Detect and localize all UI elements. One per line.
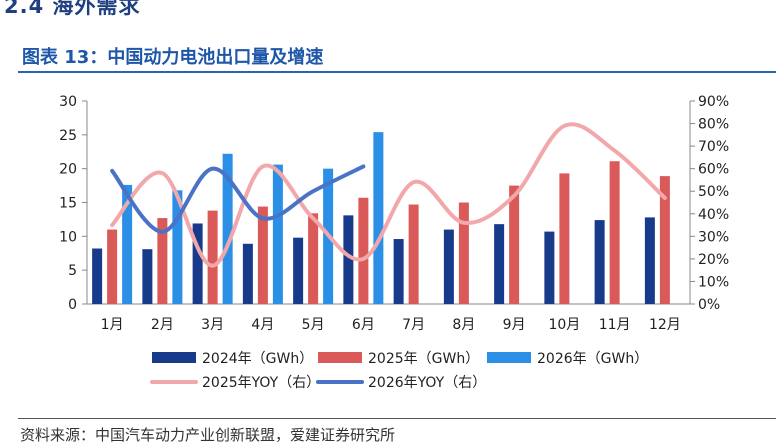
- right-tick-label: 80%: [698, 117, 729, 133]
- x-tick-label: 3月: [201, 317, 224, 333]
- legend-label: 2026年（GWh）: [537, 351, 648, 367]
- x-tick-label: 8月: [452, 317, 475, 333]
- left-tick-label: 25: [59, 128, 77, 144]
- bar: [122, 184, 133, 304]
- bar: [458, 202, 469, 304]
- chart-axes: 0 5 10 15 20 25 30 0% 10% 20% 30% 40% 50% 60% 70% 80% 90…: [59, 94, 729, 333]
- bar: [222, 153, 233, 304]
- bar: [609, 161, 620, 304]
- bar: [393, 239, 404, 304]
- left-tick-label: 0: [68, 297, 77, 313]
- x-tick-label: 10月: [548, 317, 580, 333]
- source-note: 资料来源：中国汽车动力产业创新联盟，爱建证券研究所: [20, 426, 396, 444]
- title-rule: [18, 71, 776, 73]
- bar: [257, 206, 268, 304]
- right-tick-label: 50%: [698, 184, 729, 200]
- figure-title: 图表 13：中国动力电池出口量及增速: [22, 47, 324, 68]
- bar: [559, 173, 570, 304]
- right-tick-label: 40%: [698, 207, 729, 223]
- bar: [272, 164, 283, 304]
- bar: [157, 218, 168, 304]
- chart-lines: [110, 122, 667, 268]
- bar: [308, 213, 319, 304]
- x-tick-label: 9月: [503, 317, 526, 333]
- bar: [443, 229, 454, 304]
- right-tick-label: 10%: [698, 274, 729, 290]
- left-tick-label: 30: [59, 94, 77, 110]
- bar: [544, 231, 555, 304]
- bar: [207, 210, 218, 304]
- legend-swatch: [152, 352, 196, 363]
- left-tick-label: 15: [59, 196, 77, 212]
- x-tick-label: 2月: [151, 317, 174, 333]
- bar: [358, 197, 369, 304]
- bar: [494, 224, 505, 304]
- chart-legend: 2024年（GWh） 2025年（GWh） 2026年（GWh） 2025年YOY（右…: [150, 351, 648, 391]
- legend-label: 2024年（GWh）: [202, 351, 313, 367]
- right-tick-label: 30%: [698, 229, 729, 245]
- right-tick-label: 0%: [698, 297, 720, 313]
- bar: [594, 220, 605, 304]
- bar: [659, 176, 670, 304]
- left-tick-label: 20: [59, 162, 77, 178]
- legend-label: 2026年YOY（右）: [368, 375, 486, 391]
- x-tick-label: 1月: [101, 317, 124, 333]
- section-heading: 2.4 海外需求: [4, 0, 141, 18]
- series-line: [110, 164, 366, 234]
- bar: [509, 185, 520, 304]
- x-tick-label: 6月: [352, 317, 375, 333]
- bar: [92, 248, 103, 304]
- bar: [107, 229, 118, 304]
- series-line: [110, 122, 667, 268]
- bar: [343, 215, 354, 304]
- bar: [644, 217, 655, 304]
- x-tick-label: 11月: [599, 317, 631, 333]
- bar: [373, 132, 384, 304]
- right-tick-label: 20%: [698, 252, 729, 268]
- footer-rule: [18, 418, 776, 419]
- right-tick-label: 70%: [698, 139, 729, 155]
- bar: [142, 249, 153, 304]
- bar: [242, 243, 253, 304]
- legend-label: 2025年YOY（右）: [202, 375, 320, 391]
- legend-swatch: [487, 352, 531, 363]
- right-tick-label: 60%: [698, 162, 729, 178]
- bar: [192, 223, 203, 304]
- right-tick-label: 90%: [698, 94, 729, 110]
- left-tick-label: 5: [68, 263, 77, 279]
- bar: [172, 190, 183, 304]
- chart-bars: [92, 132, 670, 304]
- bar: [293, 237, 304, 304]
- legend-swatch: [318, 352, 362, 363]
- x-tick-label: 4月: [251, 317, 274, 333]
- legend-label: 2025年（GWh）: [368, 351, 479, 367]
- bar: [408, 204, 419, 304]
- x-tick-label: 12月: [649, 317, 681, 333]
- x-tick-label: 7月: [402, 317, 425, 333]
- x-tick-label: 5月: [302, 317, 325, 333]
- left-tick-label: 10: [59, 229, 77, 245]
